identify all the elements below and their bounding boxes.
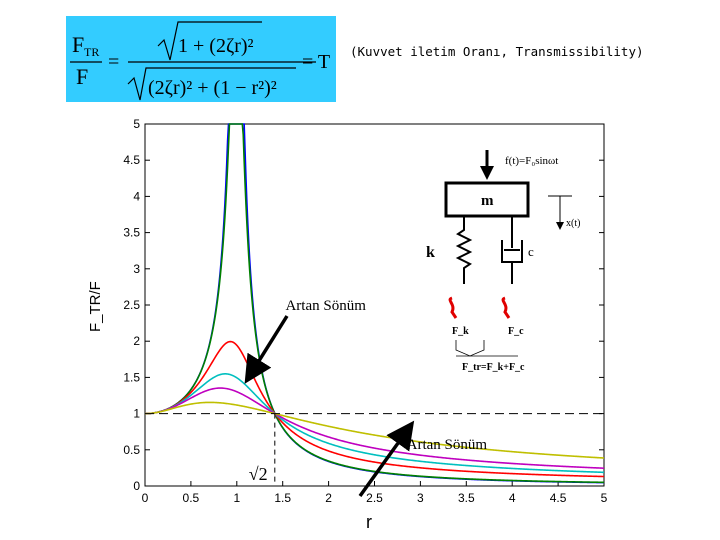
svg-text:=: = [108, 51, 119, 73]
y-tick-label: 5 [133, 117, 140, 131]
x-axis-label: r [366, 512, 372, 532]
y-tick-label: 4.5 [123, 153, 140, 167]
y-tick-label: 0.5 [123, 443, 140, 457]
formula-lhs-numerator: F [72, 32, 84, 57]
damper-label: c [528, 244, 534, 259]
spring-damper-diagram: f(t)=F₀sinωt m x(t) k c F_k F_c F_tr=F_k… [420, 140, 584, 376]
axis-ticks: 0 0.5 1 1.5 2 2.5 3 3.5 4 4.5 5 0 0.5 1 1.5 2 2.5 3 3.5 4 4.… [123, 117, 607, 505]
y-tick-label: 2 [133, 334, 140, 348]
y-tick-label: 3 [133, 262, 140, 276]
x-tick-label: 0 [142, 491, 149, 505]
annotation-increasing-damping-2: Artan Sönüm [407, 437, 488, 453]
x-tick-label: 2 [325, 491, 332, 505]
formula-rhs-denominator: (2ζr)² + (1 − r²)² [148, 77, 277, 99]
x-tick-label: 3 [417, 491, 424, 505]
formula-box: F TR F = 1 + (2ζr)² (2ζr)² + (1 − r²)² =… [66, 16, 336, 102]
y-tick-label: 2.5 [123, 298, 140, 312]
displacement-label: x(t) [566, 218, 580, 229]
y-tick-label: 1 [133, 407, 140, 421]
spring-icon [455, 216, 473, 284]
x-tick-label: 1 [233, 491, 240, 505]
y-tick-label: 0 [133, 479, 140, 493]
y-tick-label: 3.5 [123, 226, 140, 240]
annotation-arrow-1 [244, 315, 289, 384]
damper-force-label: F_c [508, 326, 524, 337]
annotation-increasing-damping-1: Artan Sönüm [285, 298, 366, 314]
transmissibility-formula: F TR F = 1 + (2ζr)² (2ζr)² + (1 − r²)² =… [70, 21, 330, 101]
x-tick-label: 4.5 [550, 491, 567, 505]
series-line [144, 401, 605, 459]
formula-lhs-denominator: F [76, 64, 88, 89]
force-label: f(t)=F₀sinωt [505, 155, 558, 167]
formula-result: = T [302, 51, 330, 73]
y-axis-label: F_TR/F [87, 281, 104, 332]
total-force-label: F_tr=F_k+F_c [462, 362, 525, 373]
x-tick-label: 4 [509, 491, 516, 505]
annotation-arrow-2 [358, 420, 415, 498]
series-line [144, 123, 605, 484]
mass-block [444, 181, 530, 218]
y-tick-label: 4 [133, 189, 140, 203]
damper-icon [501, 216, 523, 284]
formula-caption: (Kuvvet iletim Oranı, Transmissibility) [350, 44, 644, 59]
mass-label: m [481, 193, 494, 209]
sqrt2-label: √2 [249, 464, 268, 484]
spring-force-label: F_k [452, 326, 469, 337]
y-tick-label: 1.5 [123, 370, 140, 384]
spring-label: k [426, 244, 435, 261]
series-line [144, 340, 605, 478]
formula-lhs-numerator-subscript: TR [84, 45, 99, 59]
formula-rhs-numerator: 1 + (2ζr)² [178, 35, 254, 57]
series-line [144, 387, 605, 469]
x-tick-label: 5 [601, 491, 608, 505]
series-line [144, 373, 605, 474]
series-group [144, 123, 605, 484]
x-tick-label: 1.5 [274, 491, 291, 505]
x-tick-label: 0.5 [183, 491, 200, 505]
x-tick-label: 3.5 [458, 491, 475, 505]
x-tick-label: 2.5 [366, 491, 383, 505]
